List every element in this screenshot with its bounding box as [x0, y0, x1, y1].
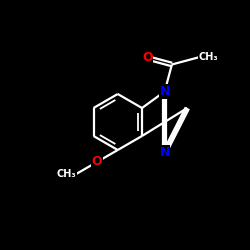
Text: N: N: [160, 146, 170, 159]
Text: N: N: [160, 85, 170, 98]
Text: CH₃: CH₃: [199, 52, 218, 62]
Text: CH₃: CH₃: [57, 169, 76, 179]
Text: O: O: [142, 52, 153, 64]
Text: O: O: [92, 156, 102, 168]
